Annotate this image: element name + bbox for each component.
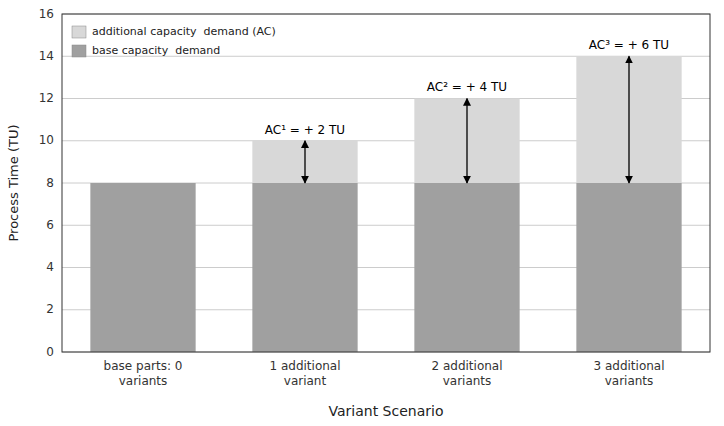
plot-frame	[62, 14, 710, 352]
y-axis-label: Process Time (TU)	[6, 125, 21, 242]
bar-segment	[90, 183, 195, 352]
x-tick-label: base parts: 0variants	[104, 359, 183, 388]
annotation-arrow	[466, 99, 467, 184]
bars	[90, 56, 681, 352]
annotations: AC¹ = + 2 TU AC² = + 4 TU AC³ = + 6 TU	[265, 38, 669, 183]
y-tick-label: 6	[46, 218, 54, 232]
bar-segment	[414, 183, 519, 352]
bar-segment	[252, 183, 357, 352]
bar-segment	[414, 99, 519, 184]
x-tick-label-line: 2 additional	[431, 359, 502, 373]
bar-segment	[576, 183, 681, 352]
x-tick-label-line: variant	[284, 374, 327, 388]
x-tick-label-line: 3 additional	[593, 359, 664, 373]
bar-segment	[576, 56, 681, 183]
chart: 0246810121416base parts: 0variants1 addi…	[0, 0, 724, 426]
annotation-arrow	[304, 141, 305, 183]
annotation-text: AC¹ = + 2 TU	[265, 123, 345, 137]
legend-label: additional capacity demand (AC)	[92, 25, 276, 38]
x-tick-label-line: variants	[119, 374, 168, 388]
annotation-text: AC³ = + 6 TU	[589, 38, 669, 52]
x-tick-label-line: 1 additional	[269, 359, 340, 373]
y-tick-label: 4	[46, 260, 54, 274]
x-tick-label-line: variants	[443, 374, 492, 388]
y-tick-label: 8	[46, 176, 54, 190]
y-tick-label: 10	[39, 133, 54, 147]
legend: additional capacity demand (AC) base capa…	[72, 25, 276, 57]
legend-label: base capacity demand	[92, 44, 220, 57]
bar-segment	[90, 183, 195, 184]
x-axis-label: Variant Scenario	[329, 403, 444, 419]
y-tick-label: 2	[46, 302, 54, 316]
bar-segment	[252, 141, 357, 183]
x-tick-label-line: base parts: 0	[104, 359, 183, 373]
legend-swatch	[72, 26, 86, 38]
x-tick-label-line: variants	[605, 374, 654, 388]
grid	[62, 14, 710, 352]
y-tick-label: 0	[46, 345, 54, 359]
y-tick-label: 12	[39, 91, 54, 105]
x-tick-label: 1 additionalvariant	[269, 359, 340, 388]
y-tick-label: 16	[39, 7, 54, 21]
annotation-text: AC² = + 4 TU	[427, 80, 507, 94]
annotation-arrow	[628, 56, 629, 183]
y-tick-label: 14	[39, 49, 54, 63]
legend-swatch	[72, 45, 86, 57]
x-tick-label: 3 additionalvariants	[593, 359, 664, 388]
x-tick-label: 2 additionalvariants	[431, 359, 502, 388]
